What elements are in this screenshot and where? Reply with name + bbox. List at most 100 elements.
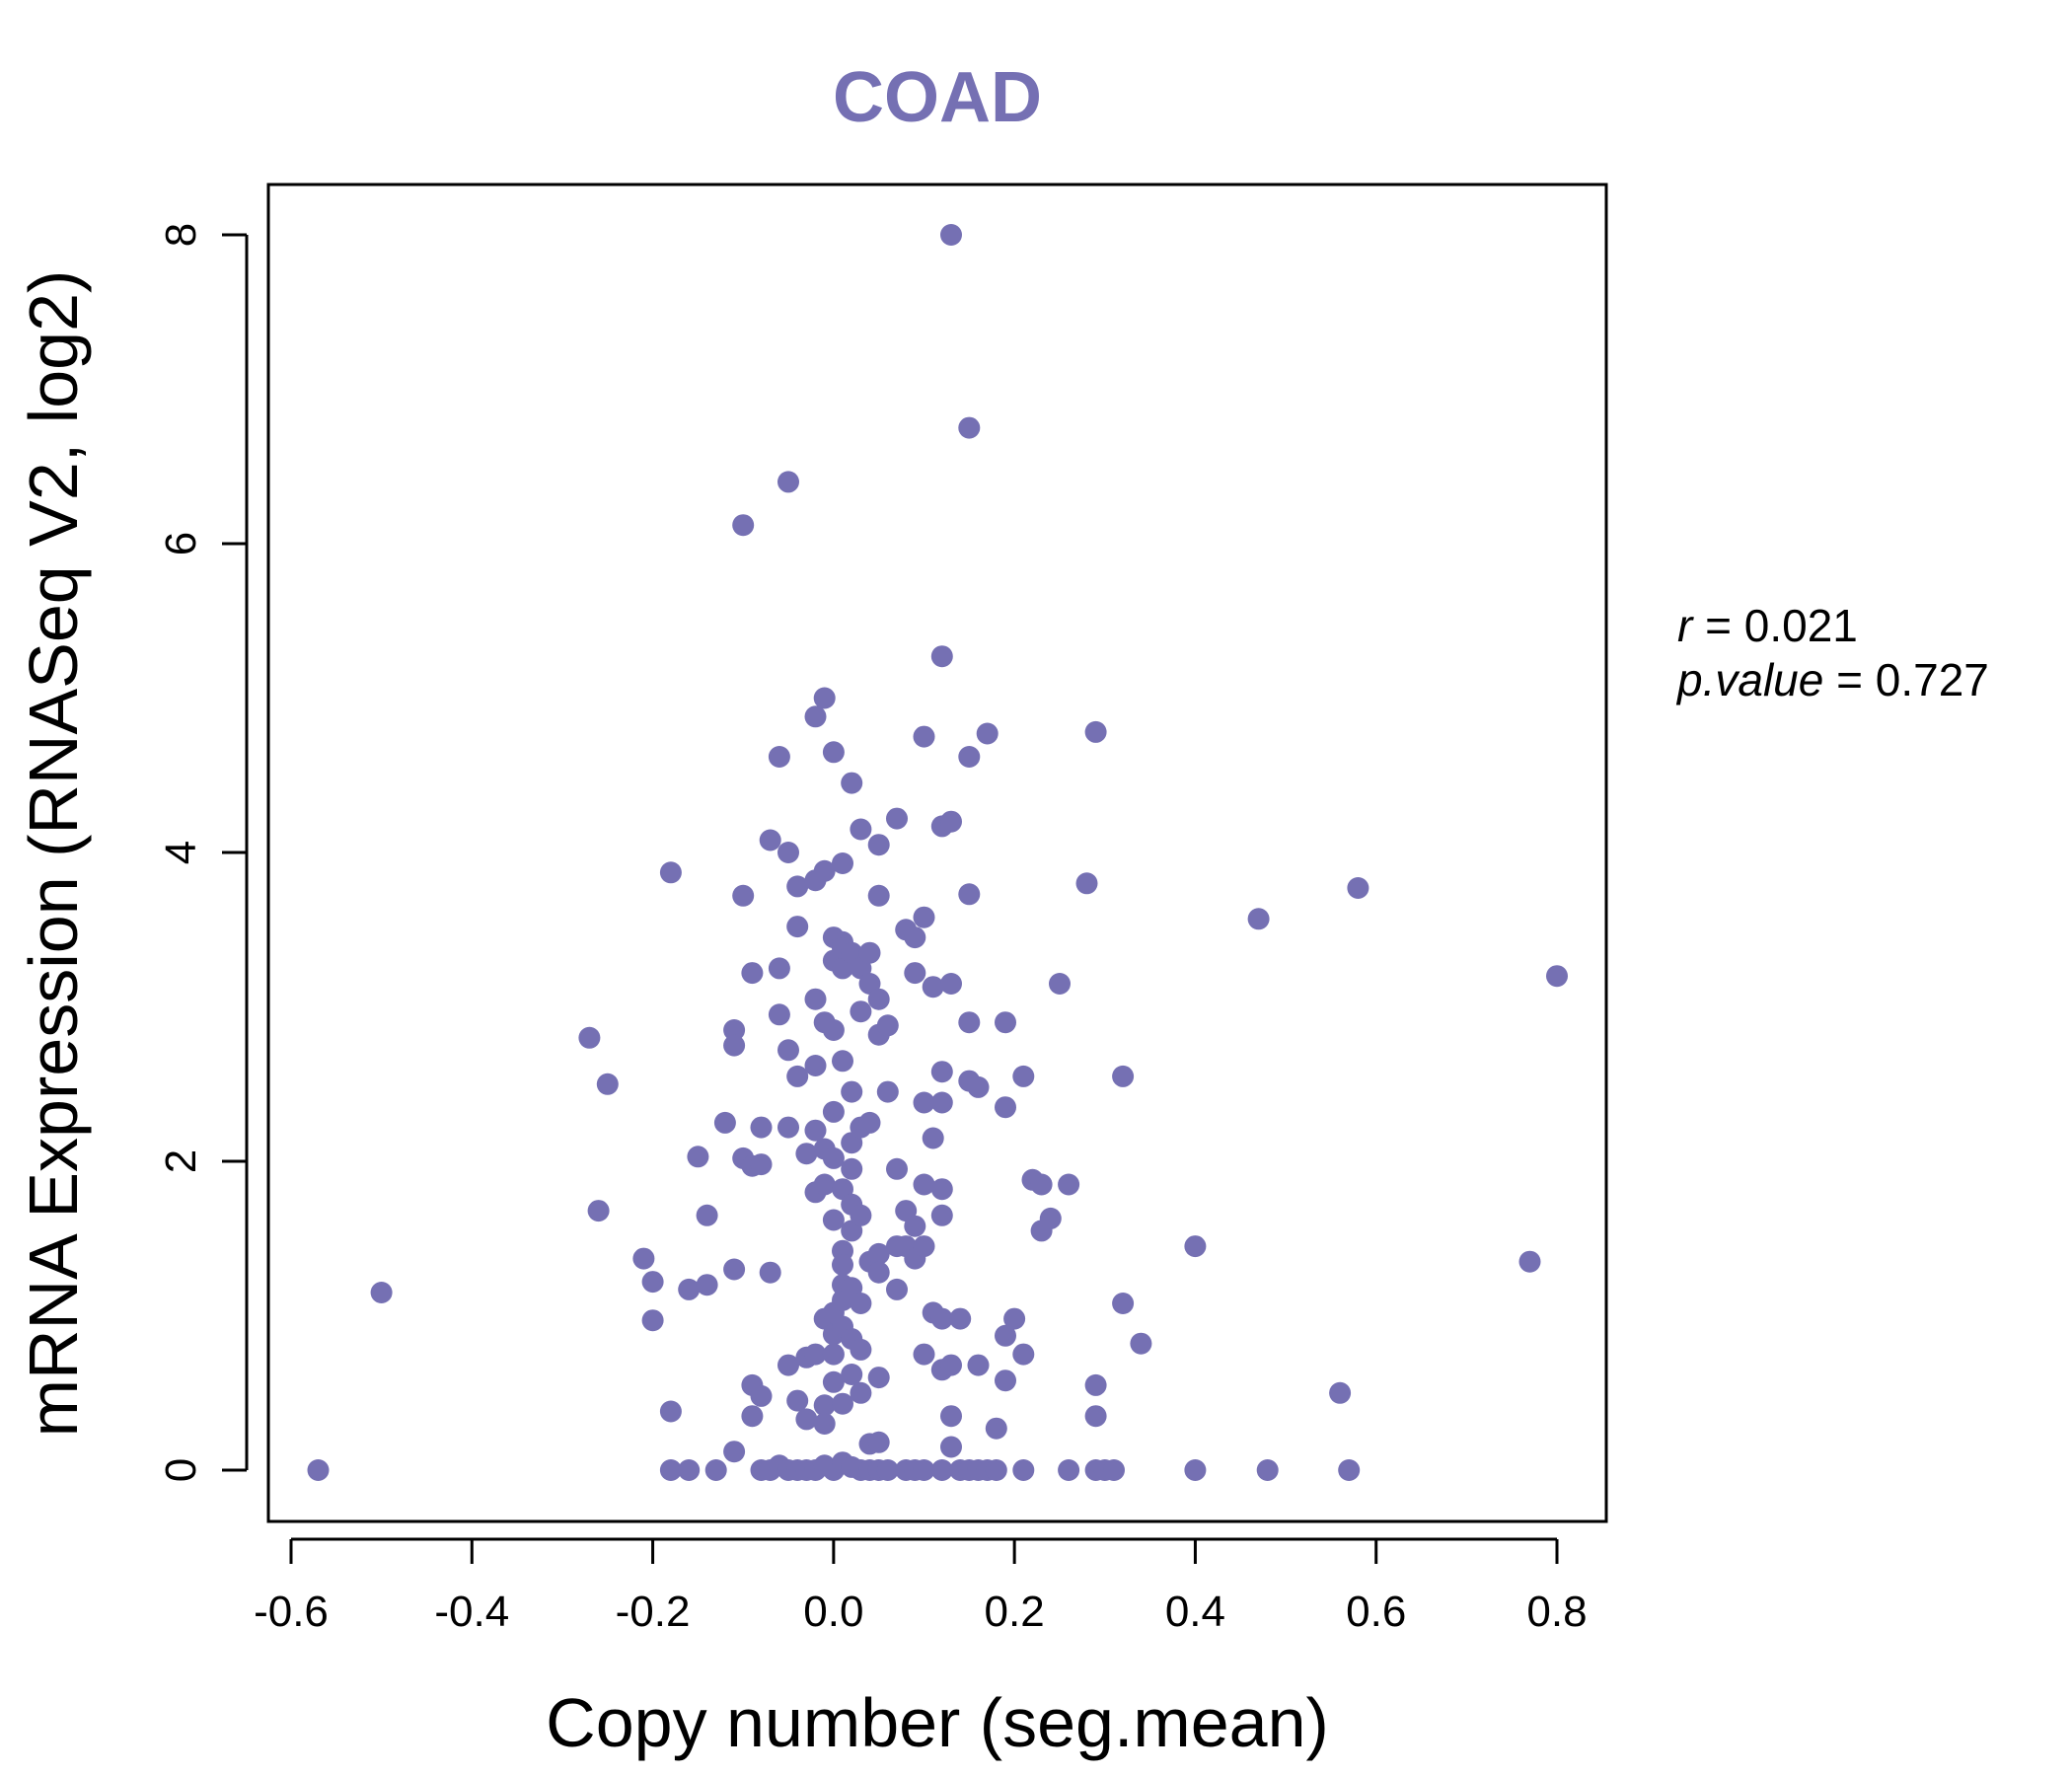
data-point [841, 1157, 863, 1180]
data-point [995, 1324, 1016, 1347]
data-point [723, 1019, 746, 1041]
data-point [768, 957, 790, 980]
p-stat: p.value = 0.727 [1675, 654, 1989, 705]
data-point [886, 807, 908, 830]
data-point [750, 1153, 773, 1176]
p-label: p.value [1675, 654, 1823, 705]
data-point [867, 1367, 890, 1389]
data-point [850, 818, 872, 841]
plot-frame [266, 183, 1608, 1523]
data-point [1546, 965, 1568, 988]
x-tick-label: -0.4 [434, 1588, 509, 1636]
x-tick-label: 0.4 [1165, 1588, 1225, 1636]
data-point [307, 1459, 330, 1481]
r-stat: r = 0.021 [1677, 600, 1858, 651]
y-axis: 0 2 4 6 8 [157, 223, 249, 1482]
data-point [867, 1242, 890, 1265]
data-point [1256, 1459, 1279, 1481]
data-point [913, 906, 935, 928]
data-point [750, 1116, 773, 1139]
stats-annotation: r = 0.021 p.value = 0.727 [1675, 600, 1989, 705]
data-point [704, 1459, 727, 1481]
data-point [976, 722, 999, 745]
data-point [867, 884, 890, 907]
data-point [1039, 1207, 1062, 1229]
data-point [1030, 1173, 1053, 1196]
data-point [841, 1080, 863, 1103]
data-point [1347, 877, 1369, 899]
data-point [967, 1075, 990, 1098]
data-point [659, 1400, 682, 1423]
p-value: 0.727 [1876, 654, 1989, 705]
data-point [940, 224, 962, 246]
x-tick-label: 0.8 [1526, 1588, 1587, 1636]
data-point [904, 1215, 926, 1237]
data-point [850, 1381, 872, 1404]
data-point [958, 746, 981, 768]
data-point [995, 1369, 1016, 1392]
y-tick-label: 0 [157, 1458, 205, 1482]
data-point [1247, 908, 1270, 930]
data-point [795, 1408, 818, 1431]
data-point [1518, 1250, 1541, 1273]
data-point [813, 1173, 836, 1196]
data-point [930, 1204, 953, 1226]
data-point [1184, 1459, 1207, 1481]
data-point [1075, 872, 1098, 895]
data-point [850, 1293, 872, 1314]
data-point [1084, 720, 1107, 743]
data-point [832, 1392, 853, 1415]
data-point [1130, 1332, 1152, 1355]
data-point [777, 842, 799, 863]
data-point [777, 1354, 799, 1376]
data-point [1058, 1173, 1080, 1196]
data-point [886, 1278, 908, 1300]
data-point [922, 1127, 944, 1149]
data-point [904, 926, 926, 949]
data-point [832, 1253, 853, 1276]
data-point [732, 884, 755, 907]
data-point [822, 1343, 845, 1366]
data-point [786, 916, 809, 938]
y-tick-label: 4 [157, 841, 205, 864]
data-point [822, 1209, 845, 1231]
data-point [958, 416, 981, 439]
x-tick-label: -0.6 [254, 1588, 329, 1636]
p-equals: = [1823, 654, 1875, 705]
data-point [822, 741, 845, 764]
data-point [659, 861, 682, 884]
data-point [759, 829, 781, 851]
data-point [687, 1146, 709, 1168]
data-point [930, 645, 953, 668]
data-point [850, 1204, 872, 1226]
data-point [1049, 973, 1071, 995]
data-point [940, 810, 962, 833]
data-point [1012, 1459, 1035, 1481]
data-point [804, 705, 827, 728]
data-point [596, 1073, 619, 1095]
data-point [370, 1282, 393, 1303]
data-point [1084, 1405, 1107, 1428]
data-point [741, 962, 764, 985]
data-point [813, 1413, 836, 1435]
data-point [1058, 1459, 1080, 1481]
data-point [777, 471, 799, 493]
data-point [759, 1261, 781, 1284]
data-point [930, 1178, 953, 1201]
data-point [804, 1343, 827, 1366]
data-point [732, 514, 755, 537]
data-points [307, 224, 1568, 1481]
data-point [850, 1338, 872, 1361]
y-tick-label: 6 [157, 532, 205, 555]
data-point [723, 1258, 746, 1281]
data-point [841, 772, 863, 794]
data-point [750, 1384, 773, 1407]
data-point [822, 1100, 845, 1123]
data-point [1003, 1307, 1026, 1330]
data-point [913, 725, 935, 748]
data-point [777, 1039, 799, 1062]
data-point [913, 1173, 935, 1196]
data-point [995, 1011, 1016, 1034]
